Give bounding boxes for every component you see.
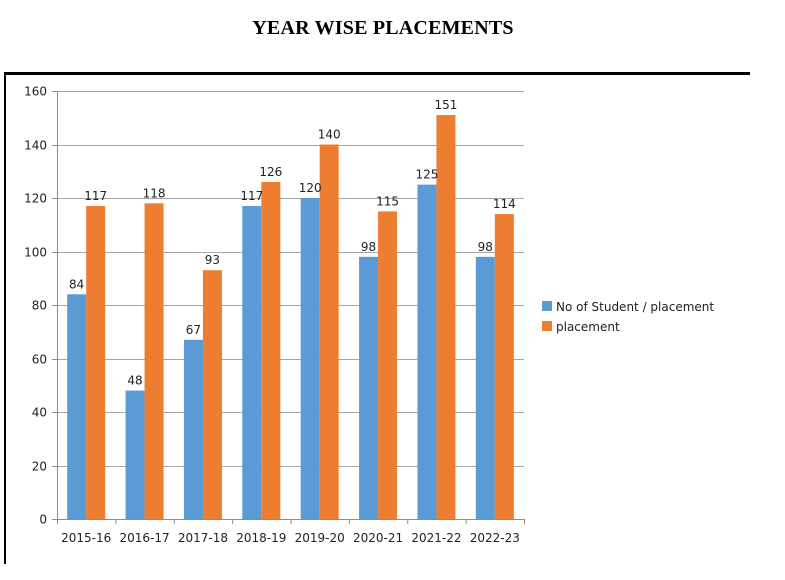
y-tick-label: 60: [32, 353, 47, 367]
bar-placement: [436, 115, 456, 519]
data-label: 125: [415, 168, 438, 182]
bar-students: [125, 390, 145, 519]
y-tick-label: 20: [32, 460, 47, 474]
data-label: 115: [376, 194, 399, 208]
data-label: 84: [69, 277, 84, 291]
bar-placement: [261, 181, 281, 519]
y-tick-label: 100: [24, 246, 47, 260]
data-label: 67: [186, 323, 201, 337]
x-tick-label: 2022-23: [470, 531, 520, 545]
y-tick-label: 140: [24, 139, 47, 153]
x-tick-label: 2015-16: [61, 531, 111, 545]
legend-label: placement: [556, 320, 620, 334]
bar-placement: [494, 214, 514, 520]
frame-left-border: [4, 72, 6, 564]
y-tick-label: 0: [39, 513, 47, 527]
legend-swatch: [542, 321, 552, 331]
bar-students: [359, 256, 379, 519]
y-tick-label: 120: [24, 192, 47, 206]
x-tick-label: 2018-19: [236, 531, 286, 545]
x-tick-label: 2019-20: [295, 531, 345, 545]
data-label: 48: [127, 374, 142, 388]
data-label: 98: [361, 240, 376, 254]
data-label: 151: [434, 98, 457, 112]
data-label: 118: [143, 186, 166, 200]
data-label: 117: [84, 189, 107, 203]
y-tick-label: 80: [32, 299, 47, 313]
bar-placement: [319, 144, 339, 519]
data-label: 117: [240, 189, 263, 203]
bar-placement: [86, 206, 106, 519]
bar-students: [300, 198, 320, 519]
legend-label: No of Student / placement: [556, 300, 714, 314]
bar-placement: [202, 270, 222, 519]
x-tick-label: 2017-18: [178, 531, 228, 545]
bar-students: [67, 294, 87, 519]
x-tick-label: 2020-21: [353, 531, 403, 545]
legend: No of Student / placement placement: [542, 300, 714, 334]
bars: [67, 115, 514, 520]
y-tick-label: 160: [24, 85, 47, 99]
data-labels: 84 117 48 118 67 93 117 126 120 140 98 115 125 151 98 1…: [69, 98, 516, 388]
x-tick-label: 2021-22: [411, 531, 461, 545]
frame-top-border: [4, 72, 750, 75]
bar-students: [475, 256, 495, 519]
axes: 0 20 40 60 80 100 120 140 160 2015-16 2016-17 2017-…: [24, 85, 525, 545]
data-label: 93: [205, 253, 220, 267]
legend-swatch: [542, 301, 552, 311]
data-label: 140: [318, 128, 341, 142]
bar-students: [242, 206, 262, 519]
y-tick-label: 40: [32, 406, 47, 420]
bar-placement: [144, 203, 164, 519]
data-label: 126: [259, 165, 282, 179]
x-tick-label: 2016-17: [119, 531, 169, 545]
chart-title: YEAR WISE PLACEMENTS: [252, 17, 514, 39]
bar-students: [183, 339, 203, 519]
data-label: 114: [493, 197, 516, 211]
bar-placement: [378, 211, 398, 519]
bar-students: [417, 184, 437, 519]
data-label: 120: [299, 181, 322, 195]
data-label: 98: [478, 240, 493, 254]
